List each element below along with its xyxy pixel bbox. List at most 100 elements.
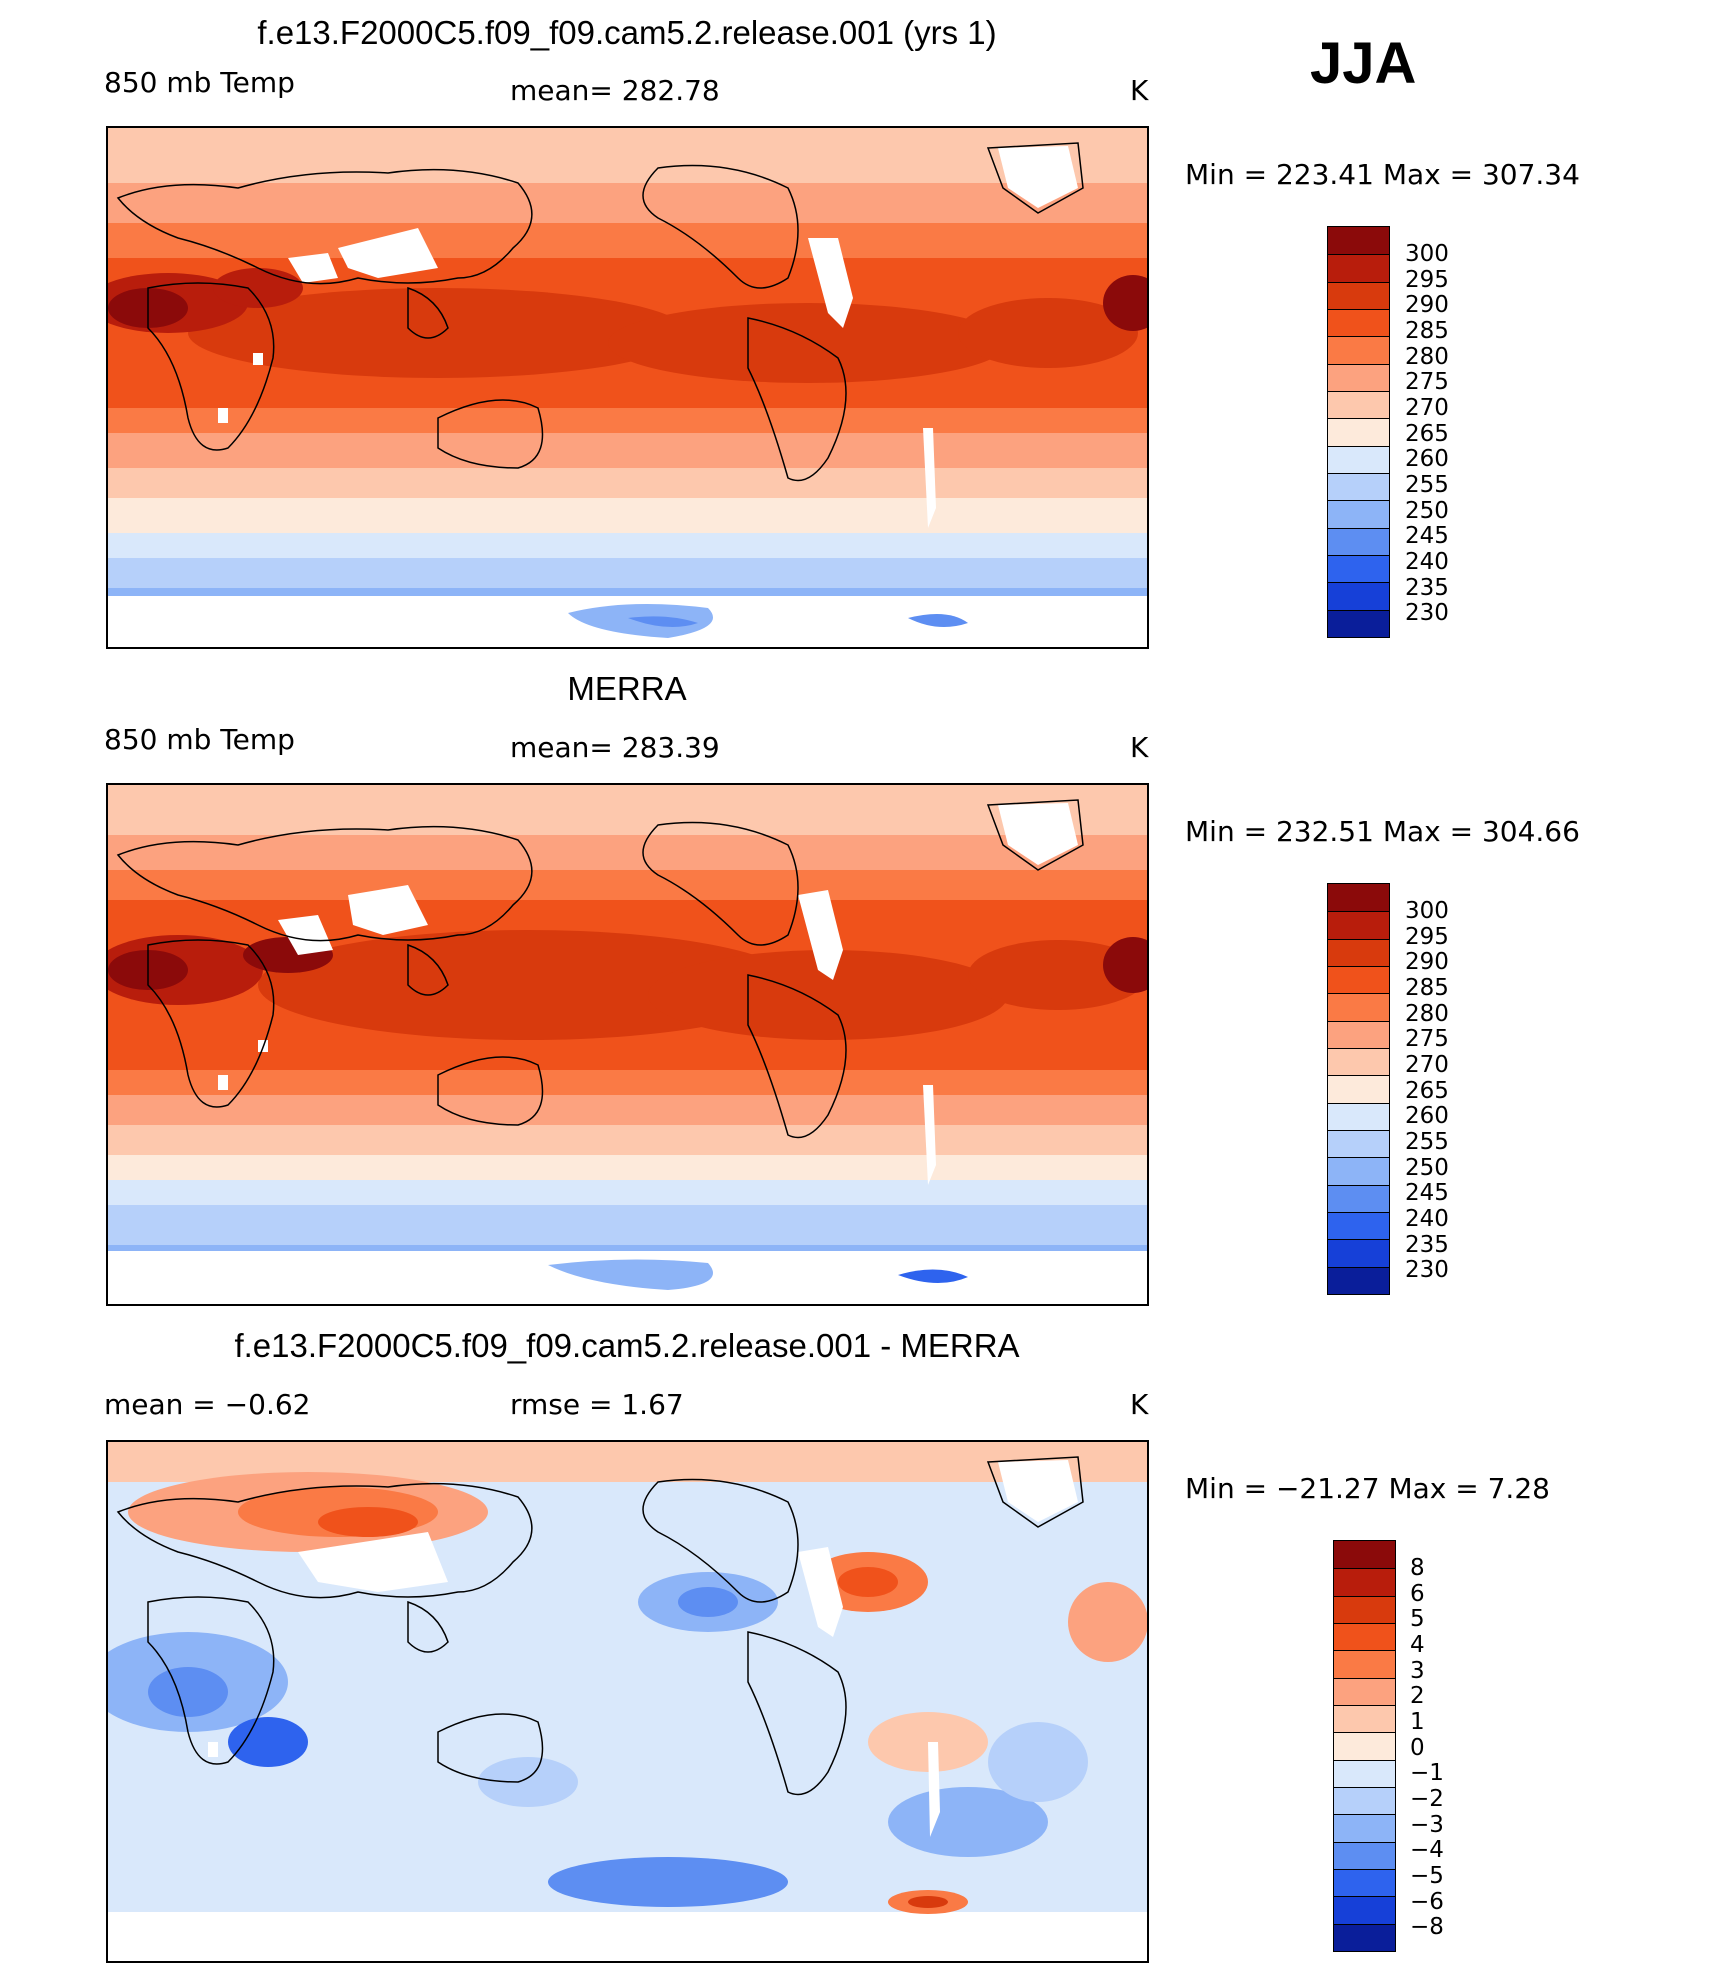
- panel3-tick: −1: [1410, 1760, 1444, 1786]
- panel1-minmax: Min = 223.41 Max = 307.34: [1185, 158, 1580, 191]
- panel1-tick: 295: [1405, 267, 1449, 293]
- panel1-tick: 300: [1405, 241, 1449, 267]
- colorbar-swatch: [1334, 1568, 1395, 1596]
- colorbar-swatch: [1328, 527, 1389, 555]
- colorbar-swatch: [1328, 582, 1389, 610]
- panel2-tick: 250: [1405, 1155, 1449, 1181]
- colorbar-swatch: [1328, 1130, 1389, 1158]
- panel2-field: [108, 785, 1147, 1304]
- panel2-colorbar: [1327, 883, 1390, 1295]
- panel2-tick: 265: [1405, 1078, 1449, 1104]
- colorbar-swatch: [1334, 1623, 1395, 1651]
- panel3-tick: −3: [1410, 1812, 1444, 1838]
- colorbar-swatch: [1328, 363, 1389, 391]
- panel1-left-label: 850 mb Temp: [104, 66, 295, 99]
- colorbar-swatch: [1334, 1841, 1395, 1869]
- colorbar-swatch: [1328, 1239, 1389, 1267]
- panel2-tick: 275: [1405, 1026, 1449, 1052]
- panel3-tick: −2: [1410, 1786, 1444, 1812]
- panel3-map: [106, 1440, 1149, 1963]
- panel3-tick: 8: [1410, 1555, 1425, 1581]
- panel1-tick: 245: [1405, 523, 1449, 549]
- colorbar-swatch: [1334, 1677, 1395, 1705]
- panel2-title: MERRA: [567, 670, 687, 707]
- colorbar-swatch: [1328, 1184, 1389, 1212]
- panel1-map: [106, 126, 1149, 649]
- colorbar-swatch: [1328, 911, 1389, 939]
- panel3-tick: 3: [1410, 1658, 1425, 1684]
- panel3-tick: 5: [1410, 1606, 1425, 1632]
- panel1-tick: 275: [1405, 369, 1449, 395]
- colorbar-swatch: [1334, 1814, 1395, 1842]
- colorbar-swatch: [1334, 1869, 1395, 1897]
- panel3-tick: −8: [1410, 1914, 1444, 1940]
- panel2-tick: 295: [1405, 924, 1449, 950]
- colorbar-swatch: [1334, 1787, 1395, 1815]
- panel2-map: [106, 783, 1149, 1306]
- panel2-tick: 245: [1405, 1180, 1449, 1206]
- panel2-tick: 300: [1405, 898, 1449, 924]
- panel1-units: K: [1130, 74, 1149, 107]
- panel3-rmse-label: rmse = 1.67: [510, 1388, 684, 1421]
- panel1-mean-label: mean= 282.78: [510, 74, 720, 107]
- colorbar-swatch: [1328, 418, 1389, 446]
- colorbar-swatch: [1334, 1732, 1395, 1760]
- colorbar-swatch: [1334, 1705, 1395, 1733]
- panel3-tick: 6: [1410, 1581, 1425, 1607]
- panel3-units: K: [1130, 1388, 1149, 1421]
- colorbar-swatch: [1328, 1020, 1389, 1048]
- colorbar-swatch: [1328, 500, 1389, 528]
- panel1-tick: 290: [1405, 292, 1449, 318]
- season-label: JJA: [1310, 31, 1417, 96]
- panel3-tick: −4: [1410, 1837, 1444, 1863]
- colorbar-swatch: [1334, 1923, 1395, 1951]
- colorbar-swatch: [1328, 993, 1389, 1021]
- panel2-units: K: [1130, 731, 1149, 764]
- panel3-minmax: Min = −21.27 Max = 7.28: [1185, 1472, 1550, 1505]
- colorbar-swatch: [1334, 1541, 1395, 1569]
- panel3-tick: 4: [1410, 1632, 1425, 1658]
- colorbar-swatch: [1328, 1075, 1389, 1103]
- colorbar-swatch: [1328, 254, 1389, 282]
- colorbar-swatch: [1328, 1048, 1389, 1076]
- panel3-tick: 1: [1410, 1709, 1425, 1735]
- panel1-tick: 270: [1405, 395, 1449, 421]
- panel3-tick: −5: [1410, 1863, 1444, 1889]
- colorbar-swatch: [1328, 609, 1389, 637]
- panel1-colorbar: [1327, 226, 1390, 638]
- colorbar-swatch: [1328, 1212, 1389, 1240]
- colorbar-swatch: [1328, 336, 1389, 364]
- panel1-tick: 230: [1405, 600, 1449, 626]
- panel2-tick: 285: [1405, 975, 1449, 1001]
- panel1-tick: 235: [1405, 575, 1449, 601]
- colorbar-swatch: [1328, 227, 1389, 255]
- panel3-tick: −6: [1410, 1889, 1444, 1915]
- panel1-tick: 250: [1405, 498, 1449, 524]
- colorbar-swatch: [1328, 1266, 1389, 1294]
- panel3-title: f.e13.F2000C5.f09_f09.cam5.2.release.001…: [234, 1327, 1020, 1364]
- colorbar-swatch: [1328, 281, 1389, 309]
- colorbar-swatch: [1334, 1896, 1395, 1924]
- panel2-tick: 280: [1405, 1001, 1449, 1027]
- panel2-tick: 240: [1405, 1206, 1449, 1232]
- colorbar-swatch: [1328, 473, 1389, 501]
- panel3-colorbar: [1333, 1540, 1396, 1952]
- panel3-tick: 0: [1410, 1735, 1425, 1761]
- panel1-tick: 260: [1405, 446, 1449, 472]
- panel2-tick: 255: [1405, 1129, 1449, 1155]
- panel2-left-label: 850 mb Temp: [104, 723, 295, 756]
- colorbar-swatch: [1328, 555, 1389, 583]
- panel1-tick: 280: [1405, 344, 1449, 370]
- colorbar-swatch: [1328, 938, 1389, 966]
- panel1-tick: 285: [1405, 318, 1449, 344]
- colorbar-swatch: [1328, 445, 1389, 473]
- panel2-tick: 260: [1405, 1103, 1449, 1129]
- panel2-tick: 270: [1405, 1052, 1449, 1078]
- colorbar-swatch: [1328, 1157, 1389, 1185]
- panel1-field: [108, 128, 1147, 647]
- colorbar-swatch: [1328, 1102, 1389, 1130]
- panel2-mean-label: mean= 283.39: [510, 731, 720, 764]
- colorbar-swatch: [1334, 1650, 1395, 1678]
- colorbar-swatch: [1328, 309, 1389, 337]
- panel1-tick: 265: [1405, 421, 1449, 447]
